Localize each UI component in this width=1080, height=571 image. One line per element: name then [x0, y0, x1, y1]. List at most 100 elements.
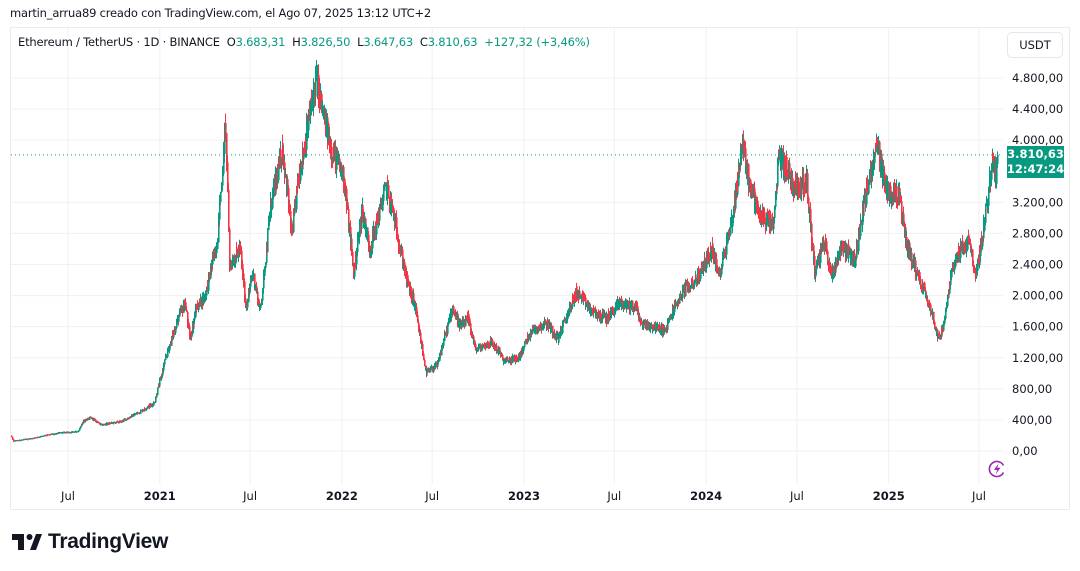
candle-body — [678, 300, 680, 303]
candle-body — [298, 179, 300, 182]
candle — [258, 297, 260, 306]
candle-body — [140, 410, 142, 413]
candle-body — [315, 71, 317, 79]
candle-body — [134, 413, 136, 415]
candle-body — [564, 320, 566, 322]
candle-body — [215, 247, 217, 258]
candle — [767, 214, 769, 226]
candle-body — [673, 311, 675, 316]
candle — [262, 287, 264, 295]
candle-body — [563, 320, 565, 324]
candle — [394, 210, 396, 231]
candle-body — [266, 247, 268, 263]
candle-body — [187, 311, 189, 320]
candle-body — [156, 394, 158, 398]
candle-body — [118, 422, 120, 424]
candle-body — [171, 337, 173, 346]
candle-body — [619, 303, 621, 307]
candle — [96, 420, 98, 424]
candle-body — [241, 256, 243, 265]
candle-body — [220, 191, 222, 202]
candle-body — [171, 337, 173, 339]
candle — [769, 211, 771, 234]
candle — [694, 280, 696, 285]
candle — [412, 290, 414, 299]
candle-body — [574, 293, 576, 301]
candle — [446, 325, 448, 338]
candle-body — [217, 242, 219, 249]
candle-body — [489, 343, 491, 347]
candle — [209, 272, 211, 283]
candle-body — [575, 291, 577, 297]
candle-body — [663, 325, 665, 328]
candle — [406, 269, 408, 288]
candle-body — [229, 228, 231, 248]
candle-body — [504, 359, 506, 361]
candle-body — [683, 286, 685, 289]
candle-body — [240, 245, 242, 251]
candle-body — [97, 421, 99, 423]
candle — [552, 325, 554, 339]
candle — [734, 190, 736, 215]
candle-body — [493, 344, 495, 346]
candle-body — [335, 150, 337, 170]
candle — [320, 91, 322, 102]
candle-body — [480, 344, 482, 348]
candle — [363, 209, 365, 218]
candle — [372, 228, 374, 240]
candle — [40, 435, 42, 438]
candle-body — [788, 163, 790, 165]
candle-body — [291, 220, 293, 234]
candle-body — [767, 220, 769, 222]
candle-body — [556, 332, 558, 340]
candle — [571, 304, 573, 313]
candle — [805, 173, 807, 194]
candle-body — [765, 224, 767, 227]
candle-body — [114, 422, 116, 424]
candle — [193, 318, 195, 325]
candle-body — [675, 301, 677, 307]
candle-body — [649, 324, 651, 327]
candle-body — [499, 351, 501, 354]
candle-body — [82, 422, 84, 424]
candle — [799, 182, 801, 199]
candle — [590, 305, 592, 316]
candle-body — [364, 218, 366, 226]
candle — [479, 343, 481, 349]
candle-body — [197, 304, 199, 309]
candle-body — [325, 112, 327, 120]
candle — [101, 423, 103, 425]
candle-body — [481, 346, 483, 349]
candle-body — [333, 148, 335, 158]
candle-body — [592, 309, 594, 314]
candle — [548, 320, 550, 333]
candle — [655, 328, 657, 335]
candle — [812, 237, 814, 248]
candle-body — [376, 216, 378, 219]
candle-body — [111, 422, 113, 424]
candle — [833, 272, 835, 280]
candle — [312, 90, 314, 112]
candle-body — [108, 422, 110, 425]
candle-body — [13, 439, 15, 441]
candle-body — [345, 188, 347, 198]
candle-body — [686, 282, 688, 285]
candle-body — [685, 283, 687, 289]
candle-body — [495, 346, 497, 349]
chart-caption: martin_arrua89 creado con TradingView.co… — [10, 6, 432, 20]
candle-body — [385, 184, 387, 186]
candle — [779, 147, 781, 160]
candle — [437, 359, 439, 364]
candle — [528, 335, 530, 343]
candle-body — [381, 205, 383, 207]
candle-body — [293, 213, 295, 215]
candle — [679, 293, 681, 304]
candle-body — [106, 422, 108, 426]
candle-body — [585, 297, 587, 308]
candle-body — [287, 188, 289, 193]
candle — [108, 422, 110, 426]
candle-body — [131, 415, 133, 418]
candle-body — [584, 296, 586, 298]
candle — [638, 312, 640, 319]
